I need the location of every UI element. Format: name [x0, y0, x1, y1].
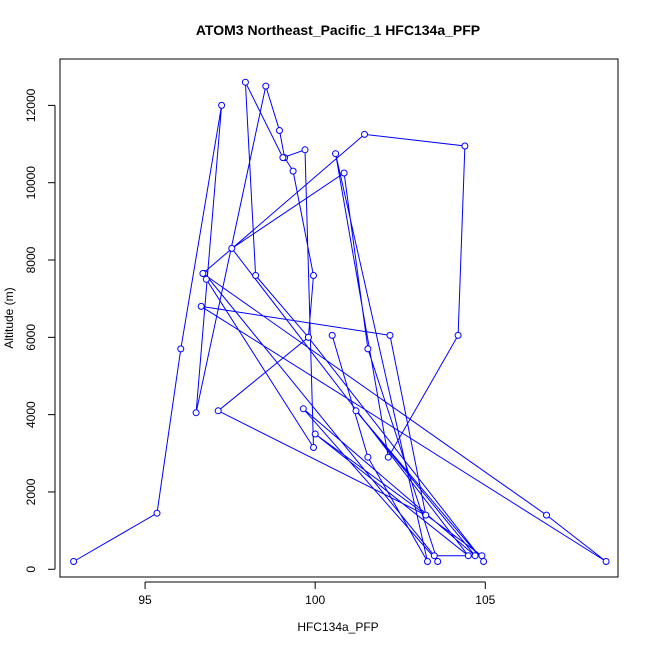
- y-tick-label: 0: [24, 566, 38, 573]
- plot-frame: [59, 58, 619, 578]
- x-tick-label: 95: [138, 593, 152, 607]
- data-point: [332, 150, 340, 158]
- y-tick-label: 8000: [24, 246, 38, 273]
- series-layer: [73, 81, 607, 562]
- data-point: [153, 509, 161, 517]
- data-point: [276, 127, 283, 134]
- y-tick-label: 12000: [24, 88, 38, 122]
- data-point: [328, 331, 336, 339]
- y-axis-label: Altitude (m): [2, 287, 16, 348]
- data-point: [424, 558, 431, 565]
- data-point: [386, 331, 394, 339]
- y-axis: 0 2000 4000 6000 8000 10000 12000: [24, 88, 56, 573]
- data-point: [310, 272, 317, 279]
- data-point: [454, 331, 462, 339]
- data-point: [299, 405, 307, 413]
- y-tick-label: 4000: [24, 401, 38, 428]
- data-point: [461, 142, 469, 150]
- marker-layer: [70, 78, 610, 565]
- data-point: [464, 552, 472, 560]
- data-point: [304, 333, 312, 341]
- data-point: [228, 244, 236, 252]
- data-point: [480, 558, 488, 565]
- data-point: [310, 444, 317, 451]
- data-point: [352, 407, 360, 415]
- y-tick-label: 2000: [24, 478, 38, 505]
- data-point: [70, 558, 78, 565]
- data-point: [364, 345, 372, 353]
- data-point: [289, 167, 297, 175]
- data-point: [241, 78, 249, 86]
- data-point: [252, 272, 260, 279]
- x-axis-label: HFC134a_PFP: [297, 620, 378, 634]
- data-point: [177, 345, 185, 353]
- data-point: [430, 552, 438, 560]
- data-point: [279, 154, 287, 162]
- y-tick-label: 6000: [24, 324, 38, 351]
- data-point: [478, 552, 486, 560]
- x-tick-label: 100: [305, 593, 325, 607]
- data-point: [602, 558, 610, 565]
- data-point: [384, 453, 392, 461]
- data-point: [364, 453, 372, 461]
- data-point: [311, 430, 319, 438]
- x-axis: 95 100 105: [138, 581, 496, 607]
- data-point: [361, 130, 368, 138]
- data-point: [214, 407, 222, 415]
- data-point: [543, 511, 550, 519]
- x-tick-label: 105: [475, 593, 495, 607]
- data-point: [471, 552, 479, 560]
- data-point: [422, 511, 430, 519]
- data-point: [202, 275, 210, 283]
- data-point: [301, 146, 309, 154]
- data-point: [218, 101, 226, 109]
- series-line: [73, 81, 607, 562]
- chart-title: ATOM3 Northeast_Pacific_1 HFC134a_PFP: [196, 22, 480, 38]
- data-point: [192, 409, 200, 417]
- data-point: [434, 558, 442, 565]
- data-point: [262, 82, 270, 90]
- data-point: [340, 169, 348, 177]
- data-point: [197, 302, 205, 310]
- data-point: [199, 270, 207, 277]
- y-tick-label: 10000: [24, 166, 38, 200]
